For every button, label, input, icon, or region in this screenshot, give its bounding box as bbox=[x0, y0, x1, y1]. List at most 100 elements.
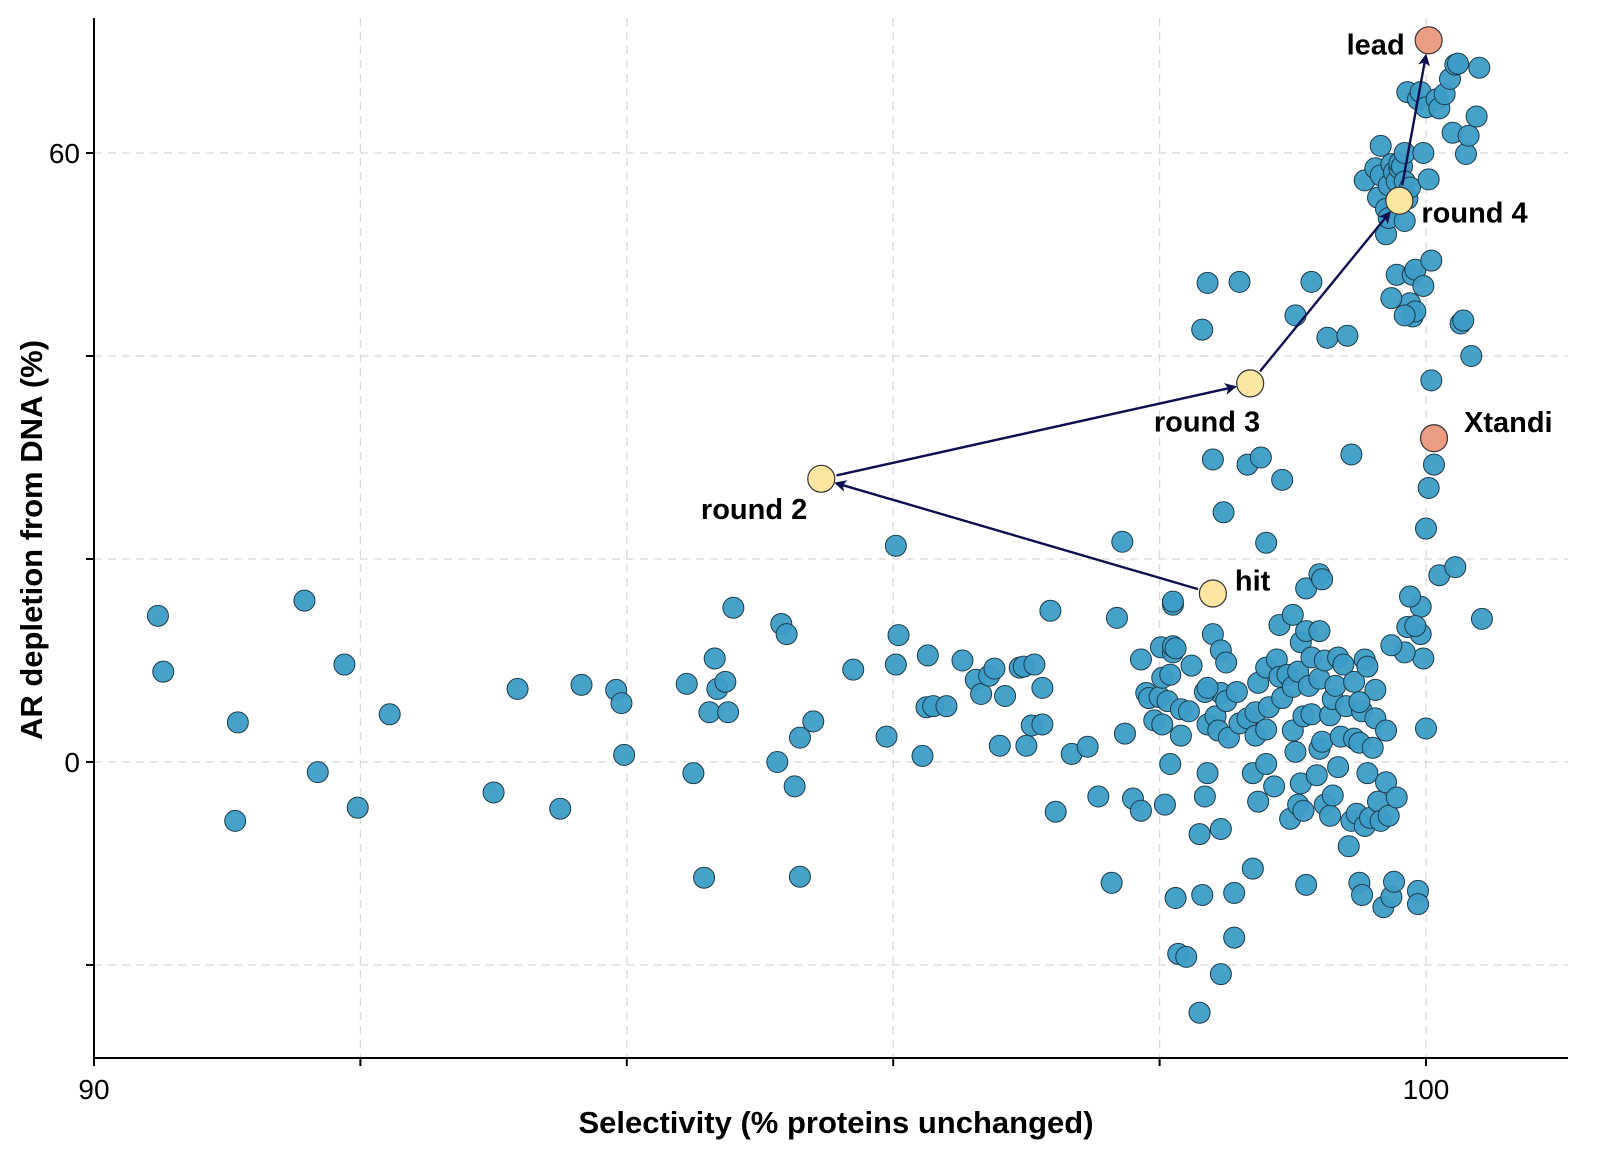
data-point bbox=[1380, 287, 1403, 310]
y-tick-label: 0 bbox=[64, 747, 80, 778]
data-point bbox=[1255, 718, 1278, 741]
annotation-label: lead bbox=[1347, 29, 1405, 61]
data-point bbox=[1415, 517, 1437, 540]
arrow-round-2-to-round-3 bbox=[836, 383, 1237, 477]
data-point bbox=[1327, 756, 1350, 779]
data-point bbox=[1420, 249, 1443, 272]
data-point bbox=[1356, 762, 1379, 785]
data-point bbox=[1169, 724, 1192, 747]
annotation-label: round 3 bbox=[1154, 406, 1260, 438]
axes bbox=[86, 18, 1568, 1066]
data-point bbox=[1271, 468, 1294, 491]
data-point bbox=[1361, 736, 1384, 759]
data-point bbox=[1113, 722, 1136, 745]
data-point bbox=[1369, 134, 1392, 157]
arrow-round-4-to-lead bbox=[1400, 53, 1430, 186]
data-point bbox=[1300, 270, 1323, 293]
data-point bbox=[698, 701, 721, 724]
data-point bbox=[333, 653, 356, 676]
data-point bbox=[1393, 304, 1416, 327]
data-point bbox=[1196, 676, 1219, 699]
data-point bbox=[1039, 599, 1062, 622]
compound-points bbox=[146, 52, 1493, 1024]
data-point bbox=[378, 703, 401, 726]
data-point bbox=[1308, 620, 1331, 643]
data-point bbox=[1188, 823, 1211, 846]
grid-lines bbox=[94, 18, 1568, 1058]
annotation-label: hit bbox=[1235, 566, 1271, 598]
data-point bbox=[1399, 585, 1422, 608]
data-point bbox=[775, 623, 798, 646]
reference-point bbox=[1419, 424, 1449, 453]
data-point bbox=[1468, 56, 1491, 79]
data-point bbox=[1188, 1001, 1211, 1024]
data-point bbox=[1228, 270, 1251, 293]
data-point bbox=[549, 797, 572, 820]
data-point bbox=[1446, 52, 1469, 75]
data-point bbox=[1319, 804, 1342, 827]
data-point bbox=[1465, 105, 1488, 128]
data-point bbox=[1111, 530, 1134, 553]
data-point bbox=[802, 710, 825, 733]
data-point bbox=[1332, 653, 1355, 676]
data-point bbox=[1180, 654, 1203, 677]
data-point bbox=[1348, 691, 1371, 714]
data-point bbox=[714, 670, 737, 693]
x-axis-title: Selectivity (% proteins unchanged) bbox=[578, 1105, 1093, 1140]
milestone-round-3 bbox=[1236, 369, 1265, 398]
data-point bbox=[1215, 651, 1238, 674]
data-point bbox=[1100, 871, 1123, 894]
data-point bbox=[1076, 735, 1099, 758]
data-point bbox=[1223, 926, 1246, 949]
data-point bbox=[1281, 603, 1304, 626]
data-point bbox=[1284, 304, 1307, 327]
data-point bbox=[1393, 142, 1416, 164]
data-point bbox=[1340, 443, 1363, 466]
data-point bbox=[887, 624, 910, 647]
data-point bbox=[1164, 887, 1187, 910]
data-point bbox=[1209, 963, 1232, 986]
data-point bbox=[1311, 730, 1334, 753]
data-point bbox=[613, 743, 636, 766]
data-point bbox=[788, 726, 811, 749]
data-point bbox=[1444, 556, 1467, 579]
data-point bbox=[1151, 713, 1174, 736]
data-point bbox=[1087, 785, 1110, 808]
data-point bbox=[346, 796, 369, 819]
data-point bbox=[1351, 883, 1374, 906]
data-point bbox=[293, 589, 316, 612]
data-point bbox=[722, 596, 745, 619]
data-point bbox=[766, 751, 789, 773]
milestone-hit bbox=[1198, 579, 1227, 608]
data-point bbox=[1364, 678, 1387, 701]
data-point bbox=[1044, 800, 1067, 823]
data-point bbox=[1356, 655, 1379, 678]
data-point bbox=[1460, 345, 1483, 367]
data-point bbox=[1311, 568, 1334, 591]
data-point bbox=[1417, 476, 1440, 499]
data-point bbox=[1129, 799, 1152, 822]
data-point bbox=[1177, 700, 1200, 723]
data-point bbox=[1417, 168, 1440, 191]
optimization-arrows bbox=[834, 53, 1430, 591]
data-point bbox=[693, 866, 716, 889]
chart-labels: hit round 2 round 3 round 4 lead Xtandi 90 100 0… bbox=[14, 29, 1553, 1140]
data-point bbox=[1175, 945, 1198, 968]
data-point bbox=[675, 672, 698, 695]
data-point bbox=[1196, 271, 1219, 294]
data-point bbox=[1153, 793, 1176, 816]
data-point bbox=[682, 762, 705, 785]
data-point bbox=[1209, 817, 1232, 840]
annotation-label: Xtandi bbox=[1464, 407, 1553, 439]
data-point bbox=[1324, 674, 1347, 697]
data-point bbox=[983, 657, 1006, 680]
data-point bbox=[1412, 274, 1435, 297]
data-point bbox=[1420, 369, 1443, 392]
data-point bbox=[1201, 448, 1224, 471]
data-point bbox=[788, 865, 811, 888]
data-point bbox=[1223, 881, 1246, 904]
data-point bbox=[1422, 453, 1445, 476]
data-point bbox=[1383, 870, 1406, 893]
data-point bbox=[994, 685, 1017, 708]
